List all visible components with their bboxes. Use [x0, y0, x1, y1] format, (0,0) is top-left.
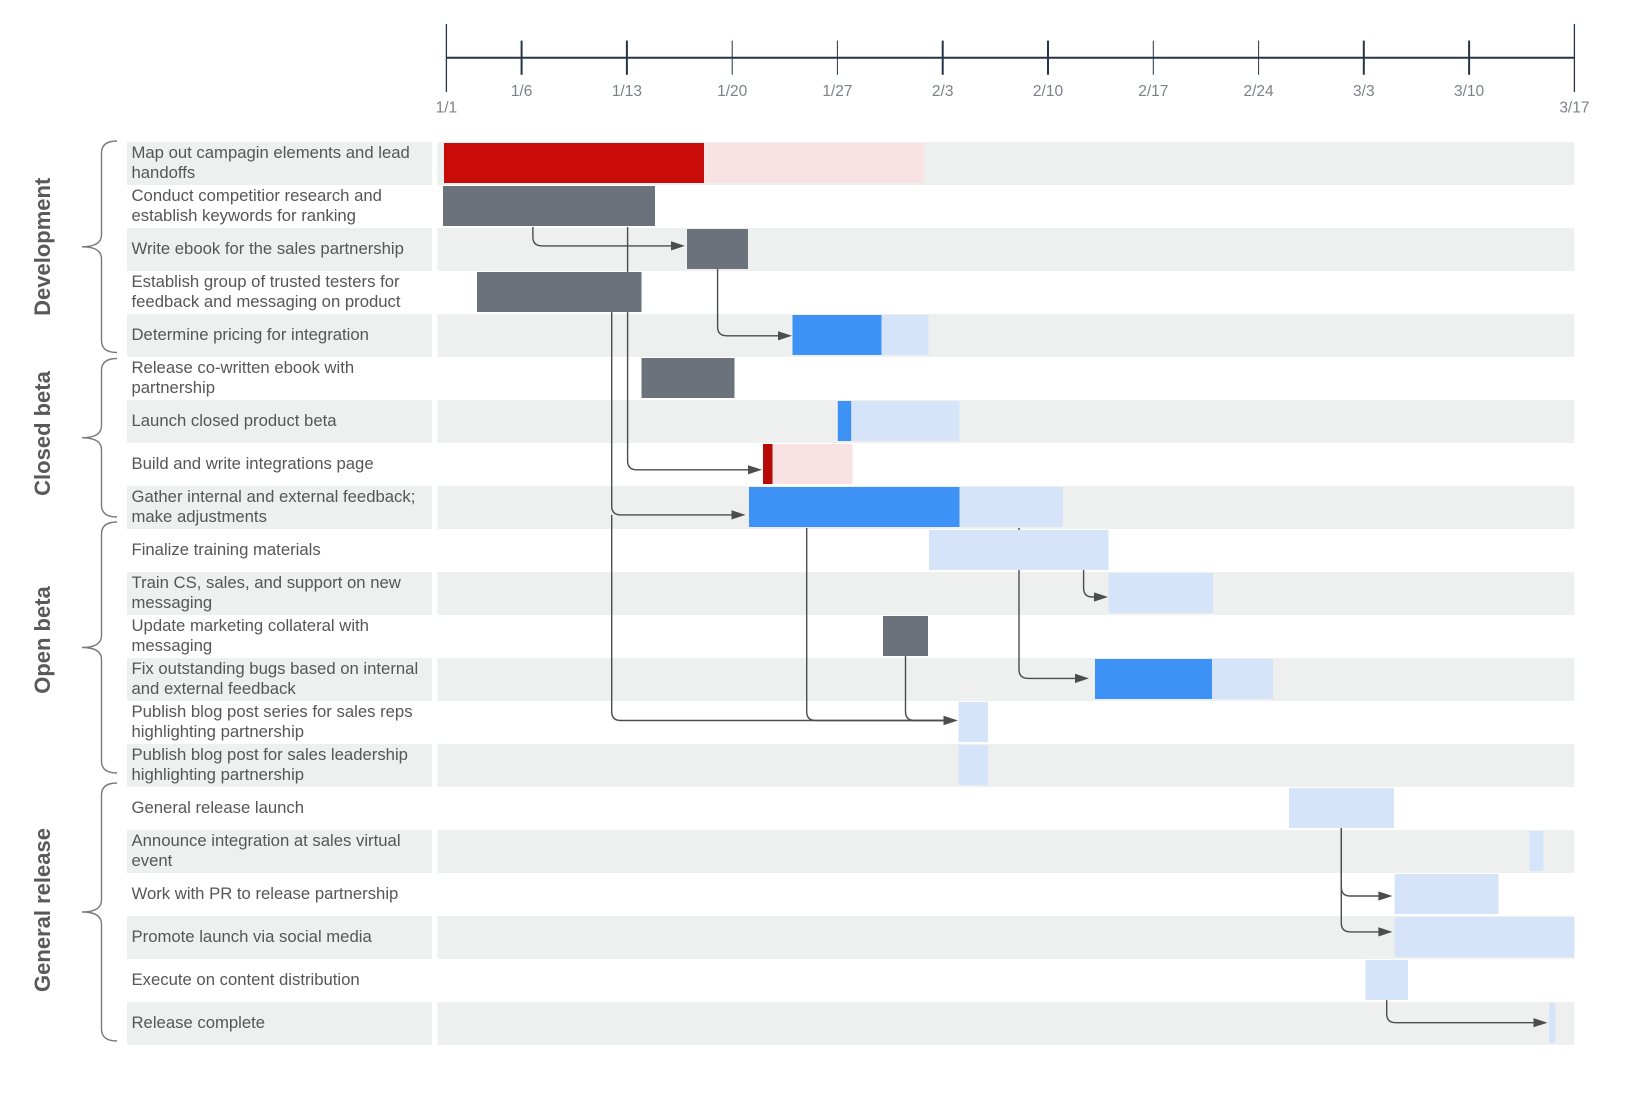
- svg-text:Promote launch via social medi: Promote launch via social media: [132, 927, 373, 946]
- svg-text:Release co-written ebook with: Release co-written ebook with: [132, 358, 355, 377]
- svg-text:partnership: partnership: [132, 378, 216, 397]
- svg-text:General release launch: General release launch: [132, 798, 305, 817]
- svg-text:1/27: 1/27: [822, 83, 852, 100]
- svg-text:handoffs: handoffs: [132, 163, 196, 182]
- svg-text:2/10: 2/10: [1033, 83, 1064, 100]
- svg-text:2/17: 2/17: [1138, 83, 1168, 100]
- svg-text:Launch closed product beta: Launch closed product beta: [132, 411, 338, 430]
- svg-text:Fix outstanding bugs based on: Fix outstanding bugs based on internal: [132, 659, 419, 678]
- svg-text:Finalize training materials: Finalize training materials: [132, 540, 321, 559]
- svg-text:messaging: messaging: [132, 636, 213, 655]
- svg-text:Publish blog post series for s: Publish blog post series for sales reps: [132, 702, 413, 721]
- svg-text:Build and write integrations p: Build and write integrations page: [132, 454, 374, 473]
- svg-text:1/6: 1/6: [511, 83, 533, 100]
- svg-text:2/24: 2/24: [1244, 83, 1275, 100]
- svg-text:3/17: 3/17: [1559, 100, 1589, 117]
- svg-text:Announce integration at sales: Announce integration at sales virtual: [132, 831, 401, 850]
- svg-text:General release: General release: [30, 828, 55, 992]
- svg-text:1/20: 1/20: [717, 83, 748, 100]
- svg-text:highlighting partnership: highlighting partnership: [132, 765, 305, 784]
- svg-text:event: event: [132, 851, 173, 870]
- svg-text:make adjustments: make adjustments: [132, 507, 267, 526]
- svg-text:Map out campagin elements and: Map out campagin elements and lead: [132, 143, 410, 162]
- svg-text:and external feedback: and external feedback: [132, 679, 297, 698]
- svg-text:1/13: 1/13: [612, 83, 642, 100]
- svg-text:Release complete: Release complete: [132, 1013, 266, 1032]
- svg-text:Gather internal and external f: Gather internal and external feedback;: [132, 487, 416, 506]
- svg-text:Update marketing collateral wi: Update marketing collateral with: [132, 616, 369, 635]
- svg-text:highlighting partnership: highlighting partnership: [132, 722, 305, 741]
- svg-text:Open beta: Open beta: [30, 585, 55, 693]
- svg-text:Determine pricing for integrat: Determine pricing for integration: [132, 325, 369, 344]
- svg-text:feedback and messaging on prod: feedback and messaging on product: [132, 292, 401, 311]
- svg-text:1/1: 1/1: [436, 100, 458, 117]
- svg-text:establish keywords for ranking: establish keywords for ranking: [132, 206, 356, 225]
- svg-text:Execute on content distributio: Execute on content distribution: [132, 970, 360, 989]
- svg-text:2/3: 2/3: [932, 83, 954, 100]
- svg-text:Establish group of trusted tes: Establish group of trusted testers for: [132, 272, 401, 291]
- svg-text:Conduct competitior research a: Conduct competitior research and: [132, 186, 382, 205]
- svg-text:Closed beta: Closed beta: [30, 370, 55, 495]
- svg-text:Work with PR to release partne: Work with PR to release partnership: [132, 884, 399, 903]
- svg-text:Development: Development: [30, 177, 55, 316]
- svg-text:3/10: 3/10: [1454, 83, 1485, 100]
- svg-text:Train CS, sales, and support o: Train CS, sales, and support on new: [132, 573, 402, 592]
- svg-text:Publish blog post for sales le: Publish blog post for sales leadership: [132, 745, 408, 764]
- svg-text:messaging: messaging: [132, 593, 213, 612]
- svg-text:3/3: 3/3: [1353, 83, 1375, 100]
- svg-text:Write ebook for the sales part: Write ebook for the sales partnership: [132, 239, 404, 258]
